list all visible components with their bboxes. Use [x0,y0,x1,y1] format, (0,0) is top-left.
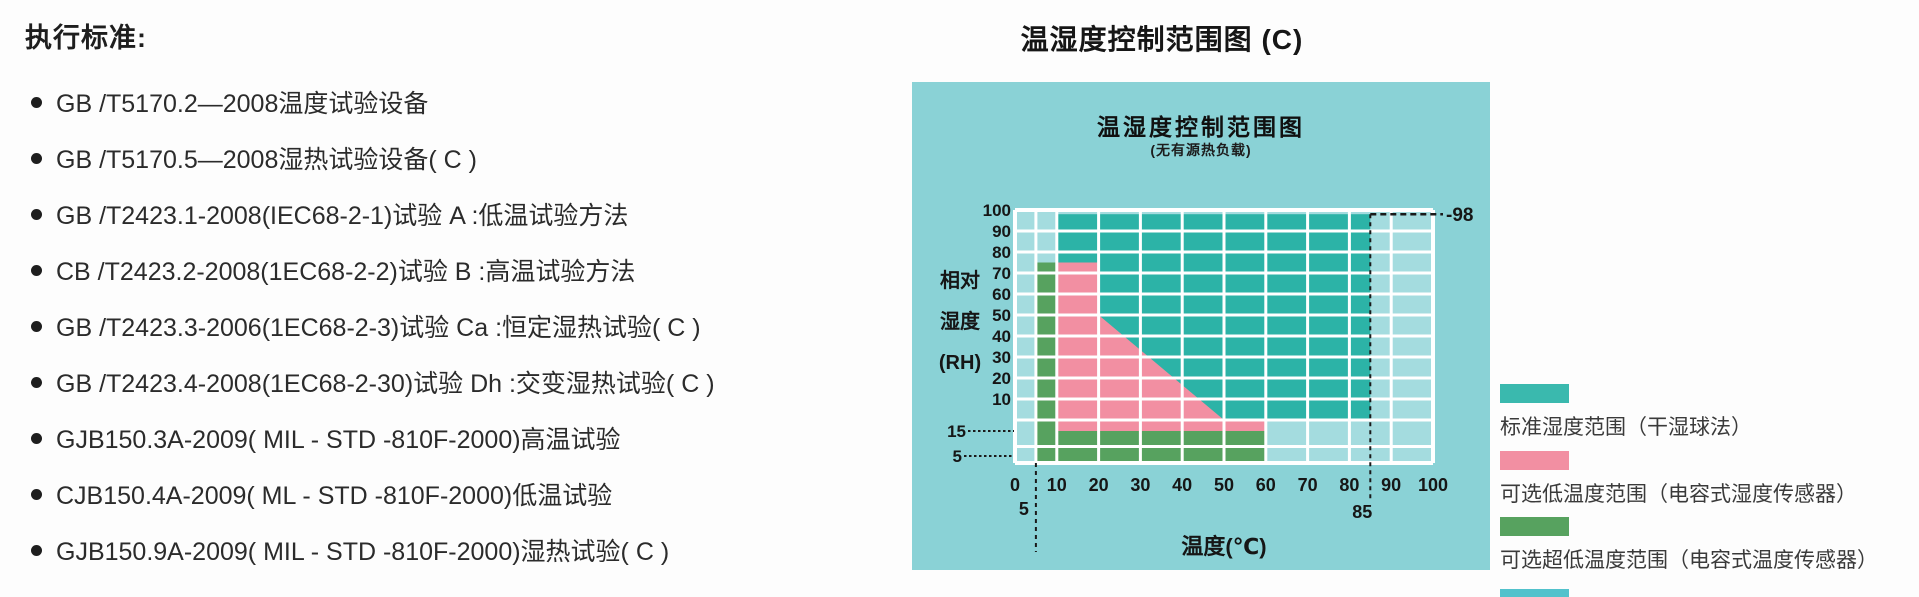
standard-item: GB /T2423.1-2008(IEC68-2-1)试验 A :低温试验方法 [25,186,785,242]
legend-label: 可选超低温度范围（电容式温度传感器） [1500,549,1878,572]
y-tick-label: 40 [992,327,1011,346]
legend-label: 标准湿度范围（干湿球法） [1500,416,1752,439]
x-tick-label: 50 [1214,475,1234,495]
optional-low-temp-region [1056,262,1266,431]
standards-list: GB /T5170.2—2008温度试验设备 GB /T5170.5—2008湿热… [25,74,785,578]
legend-swatch-icon [1500,589,1569,597]
chart-title: 温湿度控制范围图 [1097,114,1305,140]
x-tick-label: 20 [1089,475,1109,495]
x-subtick-label: 85 [1352,502,1372,522]
bullet-icon [31,320,42,332]
standard-item: GB /T2423.4-2008(1EC68-2-30)试验 Dh :交变湿热试… [25,354,785,410]
x-tick-label: 10 [1047,475,1067,495]
ultra-low-temp-column [1035,262,1057,462]
y-axis-title: 相对 [940,268,980,292]
y-subtick-label: 5 [953,447,962,466]
standard-item: GB /T5170.5—2008湿热试验设备( C ) [25,130,785,186]
chart-panel: 100 90 80 70 60 50 40 30 20 10 15 5 0 10 20 30 40 50 60 70 8… [912,82,1490,570]
standard-item-label: GB /T5170.2—2008温度试验设备 [56,90,429,118]
y-tick-label: 90 [992,222,1011,241]
y-tick-label: 60 [992,285,1011,304]
legend-swatch-icon [1500,384,1569,403]
legend-item: 标准湿度范围（干湿球法） [1500,384,1752,441]
x-tick-label: 80 [1339,475,1359,495]
x-tick-label: 100 [1418,475,1448,495]
x-tick-label: 40 [1172,475,1192,495]
legend-item: 可选低温度范围（电容式湿度传感器） [1500,450,1857,508]
standard-item-label: CB /T2423.2-2008(1EC68-2-2)试验 B :高温试验方法 [56,258,636,286]
standards-section: 执行标准: GB /T5170.2—2008温度试验设备 GB /T5170.5—… [25,16,785,578]
standard-item: GB /T5170.2—2008温度试验设备 [25,74,785,130]
standards-heading: 执行标准: [25,23,147,53]
standard-item-label: GJB150.3A-2009( MIL - STD -810F-2000)高温试… [56,426,621,454]
x-tick-label: 30 [1130,475,1150,495]
standard-item: GB /T2423.3-2006(1EC68-2-3)试验 Ca :恒定湿热试验… [25,298,785,354]
y-tick-label: 50 [992,306,1011,325]
standard-item: GJB150.9A-2009( MIL - STD -810F-2000)湿热试… [25,522,785,578]
bullet-icon [31,152,42,164]
standard-item-label: CJB150.4A-2009( ML - STD -810F-2000)低温试验 [56,482,613,510]
legend-partial-swatch [1500,589,1569,597]
y-tick-label: 10 [992,390,1011,409]
legend-swatch-icon [1500,517,1569,536]
y-tick-label: 70 [992,264,1011,283]
x-axis-title: 温度(℃) [1181,534,1266,559]
bullet-icon [31,208,42,220]
x-tick-label: 70 [1298,475,1318,495]
legend-item: 可选超低温度范围（电容式温度传感器） [1500,517,1878,574]
bullet-icon [31,96,42,108]
legend-swatch-icon [1500,450,1569,470]
chart-legend: 标准湿度范围（干湿球法） 可选低温度范围（电容式湿度传感器） 可选超低温度范围（电容… [1500,384,1919,597]
standard-item-label: GB /T5170.5—2008湿热试验设备( C ) [56,146,477,174]
standard-item: GJB150.3A-2009( MIL - STD -810F-2000)高温试… [25,410,785,466]
y-tick-label: 20 [992,369,1011,388]
bullet-icon [31,544,42,556]
x-tick-label: 0 [1010,475,1020,495]
y-tick-label: 100 [983,201,1011,220]
x-tick-label: 90 [1381,475,1401,495]
standard-item-label: GB /T2423.3-2006(1EC68-2-3)试验 Ca :恒定湿热试验… [56,314,701,342]
y-subtick-label: 15 [947,422,966,441]
bullet-icon [31,264,42,276]
chart-subtitle: (无有源热负载) [1150,142,1252,158]
standard-item-label: GB /T2423.4-2008(1EC68-2-30)试验 Dh :交变湿热试… [56,370,715,398]
standard-item-label: GB /T2423.1-2008(IEC68-2-1)试验 A :低温试验方法 [56,202,629,230]
x-tick-label: 60 [1256,475,1276,495]
standard-item: CJB150.4A-2009( ML - STD -810F-2000)低温试验 [25,466,785,522]
y-tick-label: 30 [992,348,1011,367]
max-humidity-label: -98 [1446,205,1473,226]
y-axis-title: 湿度 [940,309,981,333]
y-tick-label: 80 [992,243,1011,262]
bullet-icon [31,432,42,444]
bullet-icon [31,376,42,388]
standard-item-label: GJB150.9A-2009( MIL - STD -810F-2000)湿热试… [56,538,670,566]
y-axis-title: (RH) [939,352,981,374]
chart-outer-title: 温湿度控制范围图 (C) [1020,24,1304,55]
standard-item: CB /T2423.2-2008(1EC68-2-2)试验 B :高温试验方法 [25,242,785,298]
x-subtick-label: 5 [1019,499,1029,519]
legend-label: 可选低温度范围（电容式湿度传感器） [1500,482,1857,506]
bullet-icon [31,488,42,500]
